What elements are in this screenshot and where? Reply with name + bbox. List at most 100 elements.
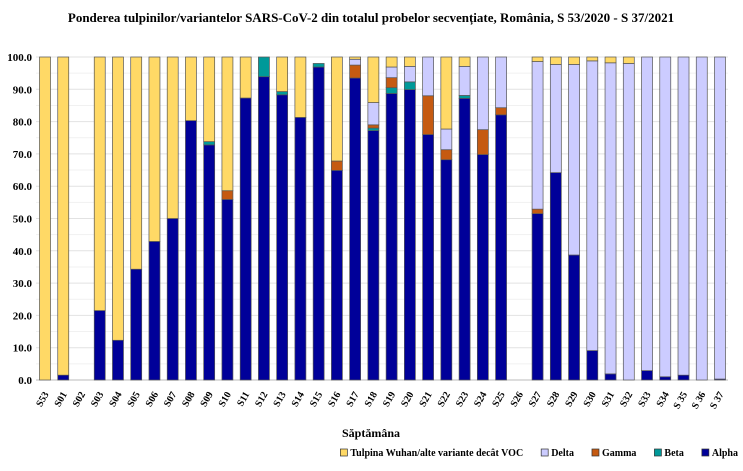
x-tick-label: S16 [326,390,343,409]
bar-segment-delta [385,66,398,79]
bar-segment-delta [659,56,672,378]
bar-segment-tulpina [586,56,599,62]
legend-item: Tulpina Wuhan/alte variante decât VOC [340,448,523,459]
bar-segment-tulpina [276,56,289,92]
legend-swatch [540,448,549,457]
bar-segment-alpha [93,310,106,381]
legend: Tulpina Wuhan/alte variante decât VOC Del… [340,448,738,459]
bar-segment-gamma [531,208,544,215]
bar-segment-delta [458,66,471,96]
bar-segment-delta [422,56,434,97]
bar-segment-delta [714,56,726,380]
bar-segment-tulpina [148,56,161,242]
bar-segment-delta [604,62,617,375]
bar-segment-tulpina [57,56,70,376]
bar-segment-alpha [130,268,143,381]
bar-segment-delta [476,56,489,131]
bar-segment-tulpina [239,56,252,99]
bar-segment-delta [695,56,708,381]
legend-label: Tulpina Wuhan/alte variante decât VOC [350,448,523,459]
bar-segment-alpha [641,370,653,381]
bar-segment-tulpina [531,56,544,62]
x-tick-label: S08 [180,390,197,409]
x-tick-label: S07 [162,390,179,409]
bar-segment-tulpina [130,56,143,270]
bar-segment-alpha [331,170,343,381]
x-tick-label: S26 [509,390,526,409]
x-tick-label: S53 [34,390,51,409]
bar-segment-alpha [294,117,307,381]
bar-segment-alpha [458,97,471,381]
bar-segment-alpha [531,213,544,381]
y-tick-label: 40.0 [13,246,33,258]
x-tick-label: S19 [381,390,398,409]
bar-segment-alpha [57,374,70,381]
x-tick-label: S09 [198,390,215,409]
bar-segment-alpha [476,154,489,381]
bar-segment-beta [458,95,471,99]
bar-segment-tulpina [221,56,234,192]
bar-segment-gamma [385,77,398,89]
x-tick-label: S17 [344,390,361,409]
bar-segment-alpha [185,120,197,381]
bar-segment-delta [677,56,690,376]
x-tick-label: S 36 [690,390,709,411]
y-tick-label: 60.0 [13,181,33,193]
bar-segment-alpha [568,254,580,381]
legend-label: Delta [551,448,574,459]
legend-label: Beta [664,448,683,459]
bar-segment-alpha [659,376,672,381]
bar-segment-delta [568,64,580,256]
legend-item: Delta [540,448,574,459]
bar-segment-tulpina [166,56,179,219]
bar-segment-beta [276,91,289,96]
bar-segment-tulpina [440,56,453,130]
bar-segment-tulpina [349,56,361,60]
bar-segment-tulpina [331,56,343,162]
bar-segment-tulpina [185,56,197,121]
x-tick-label: S24 [472,390,489,409]
y-tick-label: 30.0 [13,278,33,290]
bar-segment-tulpina [604,56,617,64]
bar-segment-alpha [148,241,161,381]
x-tick-label: S03 [89,390,106,409]
bar-segment-alpha [404,89,416,381]
bar-segment-gamma [331,160,343,171]
x-tick-label: S 35 [672,390,691,411]
bar-segment-alpha [604,373,617,381]
x-axis-ticks: S53 S01 S02 S03 S04 S05 S06 S07 S08 S09 S10 S11 S12 S… [34,390,726,411]
bar-segment-beta [312,63,325,68]
x-tick-label: S02 [71,390,88,409]
bar-segment-gamma [476,129,489,155]
x-axis-label: Săptămâna [342,426,400,440]
bar-segment-tulpina [549,56,562,65]
y-tick-label: 50.0 [13,214,33,226]
bar-segment-tulpina [39,56,51,381]
chart-title: Ponderea tulpinilor/variantelor SARS-CoV… [68,10,674,26]
x-tick-label: S34 [655,390,672,409]
x-tick-label: S12 [253,390,270,409]
x-tick-label: S11 [235,390,252,409]
bar-segment-tulpina [458,56,471,67]
legend-swatch [591,448,600,457]
x-tick-label: S29 [563,390,580,409]
legend-item: Gamma [591,448,636,459]
legend-swatch [701,448,710,457]
bar-segment-delta [495,56,507,109]
x-tick-label: S32 [618,390,635,409]
x-tick-label: S22 [436,390,453,409]
bar-segment-beta [367,127,380,131]
bar-segment-gamma [221,190,234,200]
bar-segment-tulpina [568,56,580,65]
bar-segment-alpha [239,97,252,381]
bar-segment-alpha [166,218,179,381]
x-tick-label: S04 [107,390,124,409]
bar-segment-tulpina [367,56,380,103]
bar-segment-tulpina [294,56,307,118]
x-tick-label: S18 [363,390,380,409]
bar-segment-alpha [586,350,599,381]
bar-segment-delta [349,58,361,66]
x-tick-label: S 37 [708,390,727,411]
bar-segment-delta [531,61,544,210]
